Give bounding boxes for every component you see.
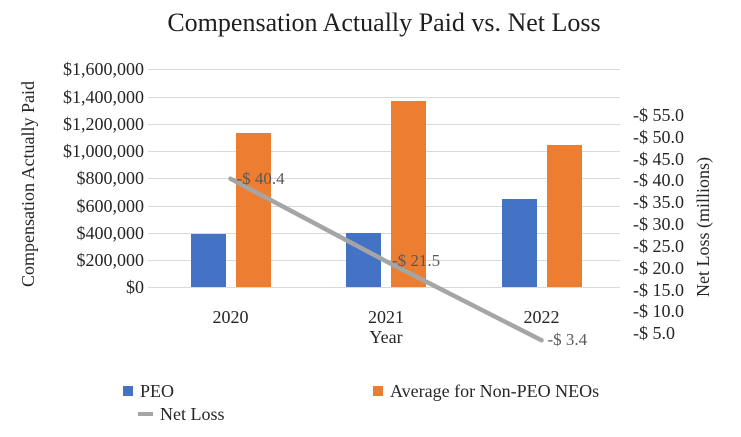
right-axis-tick: -$ 5.0 [633, 323, 675, 344]
right-axis-tick: -$ 10.0 [633, 301, 684, 322]
left-axis-tick: $1,000,000 [63, 141, 144, 162]
bar-peo-2020 [190, 234, 226, 288]
net-loss-data-label: -$ 40.4 [236, 168, 285, 188]
legend-item-net-loss: Net Loss [138, 404, 225, 424]
net-loss-data-label: -$ 3.4 [547, 330, 588, 350]
right-axis-tick: -$ 25.0 [633, 235, 684, 256]
right-axis-tick: -$ 45.0 [633, 148, 684, 169]
legend-item-peo: PEO [123, 381, 174, 401]
x-axis-label: 2022 [523, 307, 560, 327]
left-axis-tick: $1,400,000 [63, 86, 144, 107]
gridline [148, 287, 620, 289]
legend-item-non-peo-neos: Average for Non-PEO NEOs [373, 381, 599, 401]
bar-peo-2022 [501, 199, 537, 288]
net-loss-data-label: -$ 21.5 [392, 251, 441, 271]
right-axis-tick: -$ 30.0 [633, 214, 684, 235]
left-axis-tick: $0 [126, 277, 144, 298]
right-axis-tick: -$ 40.0 [633, 170, 684, 191]
gridline [148, 151, 620, 153]
gridline [148, 205, 620, 207]
gridline [148, 178, 620, 180]
right-axis-tick: -$ 55.0 [633, 104, 684, 125]
right-axis-tick: -$ 50.0 [633, 126, 684, 147]
right-axis-tick: -$ 35.0 [633, 192, 684, 213]
gridline [148, 96, 620, 98]
chart-title: Compensation Actually Paid vs. Net Loss [167, 8, 601, 37]
legend-marker-non-peo-square [373, 386, 383, 396]
left-axis-tick: $400,000 [76, 222, 145, 243]
left-axis-tick: $600,000 [76, 195, 145, 216]
left-axis-tick: $1,600,000 [63, 59, 144, 80]
gridline [148, 69, 620, 71]
bar-average-for-non-peo-neos-2021 [391, 101, 426, 288]
bar-average-for-non-peo-neos-2020 [235, 132, 271, 288]
legend-marker-peo-square [123, 386, 133, 396]
gridline [148, 123, 620, 125]
left-axis-tick: $1,200,000 [63, 113, 144, 134]
x-axis-title: Year [369, 327, 403, 347]
left-axis-tick: $200,000 [76, 250, 145, 271]
right-axis-tick: -$ 20.0 [633, 257, 684, 278]
gridline [148, 232, 620, 234]
bar-average-for-non-peo-neos-2022 [546, 144, 582, 288]
net-loss-line [228, 176, 544, 343]
legend-label-net-loss: Net Loss [160, 403, 225, 424]
legend-label-non-peo: Average for Non-PEO NEOs [390, 380, 600, 401]
x-axis-label: 2020 [212, 307, 249, 327]
legend-label-peo: PEO [140, 380, 175, 401]
legend-marker-net-loss-dash [138, 412, 153, 416]
x-axis-label: 2021 [368, 307, 404, 327]
right-axis-tick: -$ 15.0 [633, 279, 684, 300]
left-axis-tick: $800,000 [76, 168, 145, 189]
